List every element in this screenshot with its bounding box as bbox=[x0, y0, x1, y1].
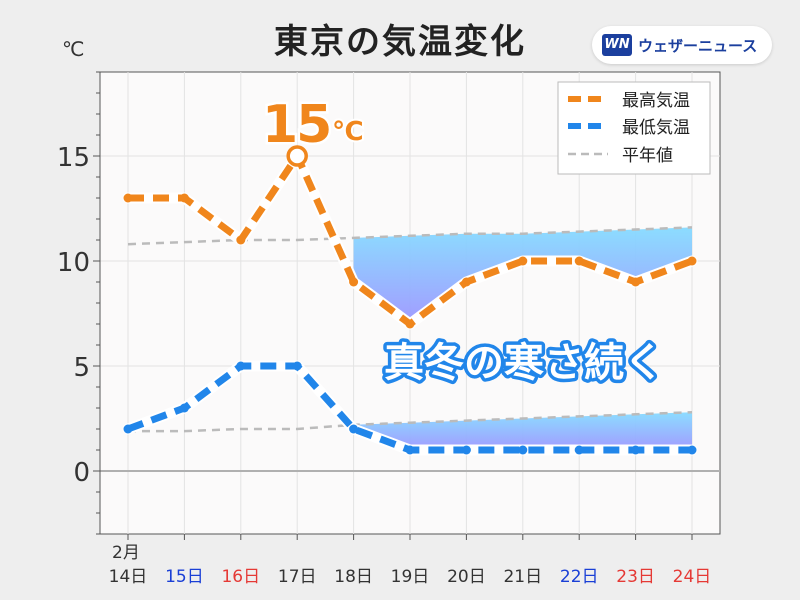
x-tick-label: 20日 bbox=[447, 567, 486, 587]
x-tick-label: 19日 bbox=[391, 567, 430, 587]
max-temp-point bbox=[405, 319, 415, 329]
y-tick-label: 0 bbox=[73, 458, 90, 488]
normal-low-line bbox=[128, 410, 693, 433]
x-month-label: 2月 bbox=[112, 543, 140, 563]
annotation-label: 真冬の寒さ続く bbox=[384, 340, 664, 386]
brand-name: ウェザーニュース bbox=[638, 37, 758, 55]
x-tick-label: 21日 bbox=[503, 567, 542, 587]
legend-label-2: 平年値 bbox=[622, 146, 673, 166]
min-temp-point bbox=[518, 445, 528, 455]
brand-badge[interactable]: WN ウェザーニュース bbox=[592, 26, 772, 64]
min-temp-point bbox=[292, 361, 302, 371]
min-temp-point bbox=[687, 445, 697, 455]
y-tick-label: 15 bbox=[57, 143, 90, 173]
page-title: 東京の気温変化 bbox=[274, 22, 526, 62]
min-temp-point bbox=[349, 424, 359, 434]
min-temp-point bbox=[631, 445, 641, 455]
x-tick-label: 22日 bbox=[560, 567, 599, 587]
annotations: 15 ℃ 真冬の寒さ続く bbox=[260, 93, 668, 390]
peak-value-label: 15 bbox=[262, 95, 330, 155]
max-temp-point bbox=[518, 256, 528, 266]
legend-label-0: 最高気温 bbox=[622, 91, 690, 111]
peak-unit-label: ℃ bbox=[332, 117, 363, 147]
x-tick-label: 15日 bbox=[165, 567, 204, 587]
normal-high-line bbox=[127, 226, 693, 246]
min-temp-point bbox=[123, 424, 133, 434]
max-temp-point bbox=[123, 193, 133, 203]
max-temp-point bbox=[236, 235, 246, 245]
weathernews-logo-icon: WN bbox=[602, 34, 632, 56]
max-temp-point bbox=[349, 277, 359, 287]
series-lines bbox=[122, 145, 698, 456]
x-tick-label: 17日 bbox=[278, 567, 317, 587]
min-temp-point bbox=[405, 445, 415, 455]
min-temp-point bbox=[574, 445, 584, 455]
max-temp-point bbox=[574, 256, 584, 266]
max-temp-point bbox=[687, 256, 697, 266]
y-axis-unit-label: ℃ bbox=[62, 37, 84, 61]
x-tick-label: 23日 bbox=[616, 567, 655, 587]
y-tick-label: 5 bbox=[73, 353, 90, 383]
min-temp-point bbox=[236, 361, 246, 371]
x-tick-label: 18日 bbox=[334, 567, 373, 587]
legend-label-1: 最低気温 bbox=[622, 118, 690, 138]
x-tick-label: 24日 bbox=[673, 567, 712, 587]
legend-box bbox=[557, 81, 711, 175]
max-temp-point bbox=[179, 193, 189, 203]
x-tick-label: 16日 bbox=[221, 567, 260, 587]
min-temp-point bbox=[461, 445, 471, 455]
max-temp-point bbox=[461, 277, 471, 287]
max-temp-point bbox=[631, 277, 641, 287]
min-temp-point bbox=[179, 403, 189, 413]
peak-marker bbox=[286, 145, 308, 167]
y-tick-label: 10 bbox=[57, 248, 90, 278]
x-tick-label: 14日 bbox=[109, 567, 148, 587]
